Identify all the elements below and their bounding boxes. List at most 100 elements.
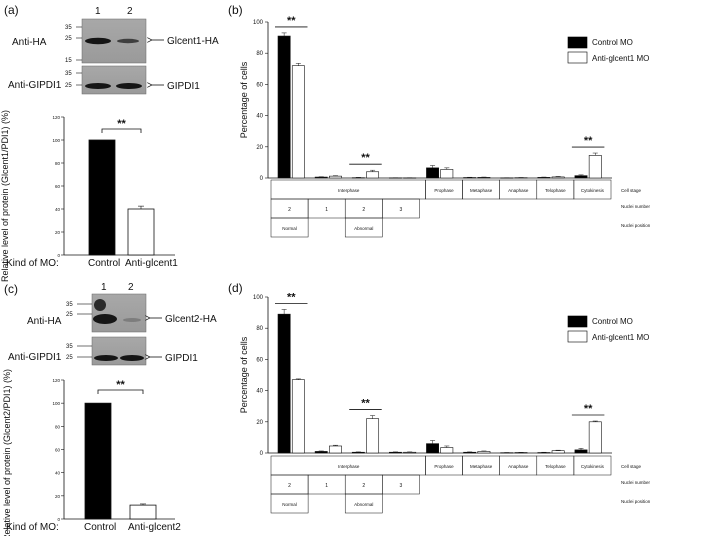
chart-c: 0 20 40 60 80 100 120 ** Relative level of prot… bbox=[2, 369, 181, 536]
y-tick-label-a-3: 60 bbox=[55, 184, 61, 189]
y-tick-label-d-5: 100 bbox=[253, 295, 264, 301]
y-tick-label-a-2: 40 bbox=[55, 207, 61, 212]
lane-label-2-c: 2 bbox=[128, 282, 134, 293]
band-gipdi1-lane2 bbox=[116, 83, 142, 89]
bar-b-s1-c8 bbox=[588, 155, 602, 179]
bar-b-s1-c5 bbox=[477, 177, 491, 179]
marker-35-c-b: 35 bbox=[66, 344, 73, 350]
bar-d-s1-c3 bbox=[403, 451, 417, 454]
sig-label-d-1: ** bbox=[361, 398, 370, 410]
bar-b-s0-c7 bbox=[537, 177, 551, 179]
target-label-gipdi1-c: GIPDI1 bbox=[165, 353, 198, 364]
sig-bracket-a bbox=[101, 128, 142, 133]
marker-35: 35 bbox=[65, 25, 72, 31]
table-label-stage-b-2: Metaphase bbox=[470, 188, 493, 193]
band-gipdi1-lane2-c bbox=[120, 355, 144, 361]
y-tick-label-b-5: 100 bbox=[253, 20, 264, 26]
y-tick-label-a-6: 120 bbox=[52, 115, 60, 120]
y-tick-label-a-5: 100 bbox=[52, 138, 60, 143]
table-label-stage-b-3: Anaphase bbox=[508, 188, 529, 193]
table-label-stage-d-1: Prophase bbox=[434, 464, 454, 469]
panel-label-b: (b) bbox=[228, 3, 243, 17]
bar-b-s0-c1 bbox=[314, 176, 328, 179]
bar-d-s1-c8 bbox=[588, 421, 602, 454]
y-tick-label-c-4: 80 bbox=[55, 424, 61, 429]
table-label-nuclei-d-0: 2 bbox=[288, 483, 291, 489]
table-cell-position-d-0 bbox=[270, 493, 309, 514]
bar-d-s1-c2 bbox=[366, 418, 380, 454]
y-tick-label-d-1: 20 bbox=[256, 420, 263, 426]
row-label-nuclei-position-d: Nuclei position bbox=[621, 499, 651, 504]
bar-d-s1-c5 bbox=[477, 451, 491, 454]
bar-b-s1-c7 bbox=[551, 176, 565, 179]
table-label-stage-d-5: Cytokinesis bbox=[581, 464, 605, 469]
bar-d-s0-c8 bbox=[574, 449, 588, 454]
table-label-position-d-1: Abnormal bbox=[354, 502, 373, 507]
table-cell-stage-b-5 bbox=[573, 179, 612, 200]
bar-b-s1-c0 bbox=[291, 65, 305, 179]
bar-d-s0-c1 bbox=[314, 451, 328, 454]
y-tick-label-b-0: 0 bbox=[260, 176, 264, 182]
y-tick-label-b-4: 80 bbox=[256, 51, 263, 57]
table-cell-stage-d-5 bbox=[573, 455, 612, 476]
stage-table-d: Interphase Prophase Metaphase Anaphase Telop… bbox=[270, 455, 651, 514]
category-label-control-c: Control bbox=[84, 522, 116, 533]
bar-a-1 bbox=[127, 208, 155, 256]
table-label-nuclei-b-2: 2 bbox=[362, 207, 365, 213]
y-tick-label-c-3: 60 bbox=[55, 448, 61, 453]
bar-b-s0-c4 bbox=[426, 167, 439, 179]
y-tick-label-b-3: 60 bbox=[256, 82, 263, 88]
marker-35-c: 35 bbox=[66, 302, 73, 308]
chart-c-marks: 0 20 40 60 80 100 120 ** bbox=[52, 378, 175, 522]
y-tick-label-d-2: 40 bbox=[256, 389, 263, 395]
table-cell-position-b-1 bbox=[344, 217, 383, 238]
antibody-label-ha-c: Anti-HA bbox=[27, 316, 62, 327]
table-cell-nuclei-b-3 bbox=[382, 198, 420, 219]
target-label-ha-c: Glcent2-HA bbox=[165, 314, 217, 325]
chart-a: 0 20 40 60 80 100 120 ** Relative level of prot… bbox=[0, 110, 178, 282]
table-label-stage-b-5: Cytokinesis bbox=[581, 188, 605, 193]
y-tick-label-c-1: 20 bbox=[55, 494, 61, 499]
table-label-interphase-d: Interphase bbox=[338, 464, 360, 469]
category-label-anti-a: Anti-glcent1 bbox=[125, 258, 178, 269]
antibody-label-gipdi1-c: Anti-GIPDI1 bbox=[8, 352, 62, 363]
target-label-ha: Glcent1-HA bbox=[167, 36, 219, 47]
bar-b-s1-c2 bbox=[366, 171, 380, 179]
band-ha-lane1 bbox=[85, 37, 111, 45]
bar-d-s0-c0 bbox=[277, 313, 291, 454]
bar-b-s0-c8 bbox=[574, 175, 588, 179]
row-label-cell-stage-b: Cell stage bbox=[621, 188, 642, 193]
antibody-label-ha: Anti-HA bbox=[12, 37, 47, 48]
row-label-cell-stage-d: Cell stage bbox=[621, 464, 642, 469]
category-label-anti-c: Anti-glcent2 bbox=[128, 522, 181, 533]
legend-label-anti-b: Anti-glcent1 MO bbox=[592, 54, 649, 63]
bar-c-0 bbox=[84, 402, 112, 520]
bar-d-s0-c5 bbox=[463, 451, 477, 454]
y-axis-label-b: Percentage of cells bbox=[239, 61, 249, 138]
sig-label-b-2: ** bbox=[584, 135, 593, 147]
table-label-nuclei-d-2: 2 bbox=[362, 483, 365, 489]
chart-b-marks: 0 20 40 60 80 100 ** ** ** bbox=[253, 15, 612, 182]
table-label-nuclei-d-1: 1 bbox=[325, 483, 328, 489]
band-ha-lane2-c bbox=[123, 318, 141, 322]
panel-c: (c) 1 2 35 25 Anti-HA Glcent2-HA 35 25 A… bbox=[2, 282, 217, 536]
y-tick-label-c-0: 0 bbox=[57, 517, 60, 522]
table-label-position-d-0: Normal bbox=[282, 502, 297, 507]
y-axis-label-c: Relative level of protein (Glcent2/PDI1)… bbox=[2, 369, 12, 536]
bar-d-s1-c4 bbox=[440, 447, 454, 454]
bar-d-s1-c7 bbox=[551, 450, 565, 454]
sig-label-b-1: ** bbox=[361, 152, 370, 164]
table-cell-position-b-0 bbox=[270, 217, 309, 238]
y-tick-label-c-6: 120 bbox=[52, 378, 60, 383]
legend-swatch-anti-b bbox=[567, 51, 588, 64]
bar-a-0 bbox=[88, 139, 116, 256]
bar-c-1 bbox=[129, 504, 157, 520]
legend-label-control-b: Control MO bbox=[592, 38, 633, 47]
table-label-stage-d-2: Metaphase bbox=[470, 464, 493, 469]
kind-of-mo-label-c: Kind of MO: bbox=[6, 522, 59, 533]
bar-d-s1-c1 bbox=[329, 445, 342, 454]
sig-label-d-0: ** bbox=[287, 291, 296, 303]
y-axis-label-d: Percentage of cells bbox=[239, 336, 249, 413]
y-tick-label-d-4: 80 bbox=[256, 326, 263, 332]
